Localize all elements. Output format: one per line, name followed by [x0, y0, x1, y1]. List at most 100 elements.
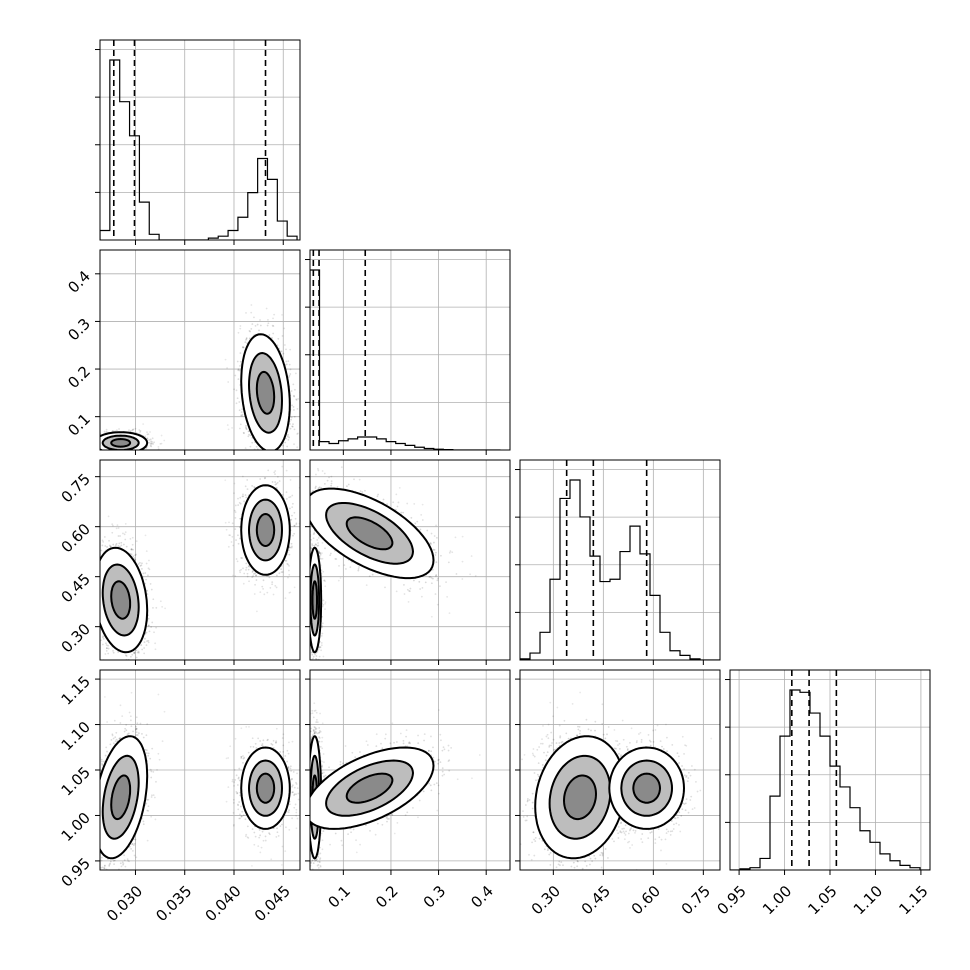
sample-point — [155, 606, 158, 609]
sample-point — [130, 548, 133, 551]
sample-point — [129, 655, 132, 658]
sample-point — [96, 442, 98, 444]
sample-point — [96, 595, 98, 597]
sample-point — [277, 337, 280, 340]
sample-point — [224, 479, 227, 482]
sample-point — [134, 427, 137, 430]
sample-point — [98, 582, 100, 584]
sample-point — [251, 441, 254, 444]
sample-point — [255, 456, 257, 458]
sample-point — [129, 429, 132, 432]
sample-point — [128, 452, 130, 454]
sample-point — [86, 647, 88, 649]
sample-point — [150, 445, 153, 448]
sample-point — [256, 466, 258, 468]
sample-point — [122, 451, 124, 453]
sample-point — [132, 456, 134, 458]
sample-point — [254, 324, 257, 327]
sample-point — [245, 562, 248, 565]
sample-point — [124, 455, 126, 457]
sample-point — [96, 443, 98, 445]
sample-point — [252, 575, 255, 577]
sample-point — [274, 470, 277, 472]
sample-point — [296, 407, 299, 410]
sample-point — [227, 545, 230, 548]
sample-point — [263, 456, 265, 458]
sample-point — [148, 439, 151, 441]
sample-point — [95, 444, 97, 446]
sample-point — [293, 395, 296, 398]
sample-point — [241, 408, 244, 411]
sample-point — [153, 441, 155, 444]
sample-point — [148, 441, 151, 444]
sample-point — [294, 372, 297, 375]
sample-point — [262, 587, 264, 590]
panel-frame — [99, 249, 301, 451]
sample-point — [105, 649, 108, 652]
sample-point — [124, 451, 126, 453]
sample-point — [96, 591, 98, 593]
sample-point — [293, 415, 296, 418]
sample-point — [266, 464, 268, 466]
sample-point — [82, 444, 84, 446]
sample-point — [245, 427, 248, 430]
sample-point — [84, 560, 86, 562]
sample-point — [93, 636, 95, 638]
sample-point — [86, 436, 88, 438]
sample-point — [144, 572, 147, 574]
sample-point — [91, 564, 93, 566]
sample-point — [248, 337, 251, 340]
sample-point — [283, 327, 286, 330]
sample-point — [130, 451, 132, 453]
sample-point — [247, 568, 250, 571]
sample-point — [123, 690, 125, 692]
sample-point — [288, 436, 290, 439]
sample-point — [245, 428, 248, 431]
sample-point — [133, 651, 136, 654]
sample-point — [285, 559, 288, 562]
sample-point — [105, 452, 107, 454]
sample-point — [289, 368, 292, 371]
contour-level-3 — [255, 370, 276, 415]
sample-point — [243, 453, 245, 455]
sample-point — [238, 409, 241, 412]
sample-point — [302, 405, 304, 407]
sample-point — [278, 572, 281, 575]
sample-point — [107, 451, 109, 453]
sample-point — [265, 450, 267, 452]
sample-point — [92, 455, 94, 457]
sample-point — [148, 624, 150, 627]
sample-point — [74, 606, 76, 608]
sample-point — [133, 651, 136, 654]
sample-point — [271, 337, 273, 339]
sample-point — [239, 496, 242, 499]
sample-point — [295, 398, 298, 401]
sample-point — [142, 572, 145, 575]
sample-point — [282, 444, 284, 447]
sample-point — [147, 639, 150, 642]
sample-point — [255, 579, 258, 581]
sample-point — [146, 437, 149, 440]
sample-point — [290, 546, 293, 549]
sample-point — [292, 423, 294, 426]
sample-point — [129, 537, 132, 540]
sample-point — [152, 606, 154, 609]
sample-point — [251, 485, 254, 487]
hist-panel-0 — [95, 39, 301, 245]
sample-point — [96, 580, 98, 582]
sample-point — [93, 528, 95, 530]
sample-point — [276, 457, 278, 459]
sample-point — [84, 617, 86, 619]
sample-point — [128, 429, 130, 432]
sample-point — [133, 652, 136, 655]
sample-point — [95, 560, 97, 562]
sample-point — [98, 444, 100, 446]
sample-point — [274, 473, 276, 476]
sample-point — [107, 456, 109, 458]
sample-point — [288, 553, 291, 556]
sample-point — [276, 344, 279, 347]
sample-point — [284, 441, 287, 444]
sample-point — [248, 330, 251, 332]
sample-point — [251, 571, 254, 573]
sample-point — [96, 444, 98, 446]
